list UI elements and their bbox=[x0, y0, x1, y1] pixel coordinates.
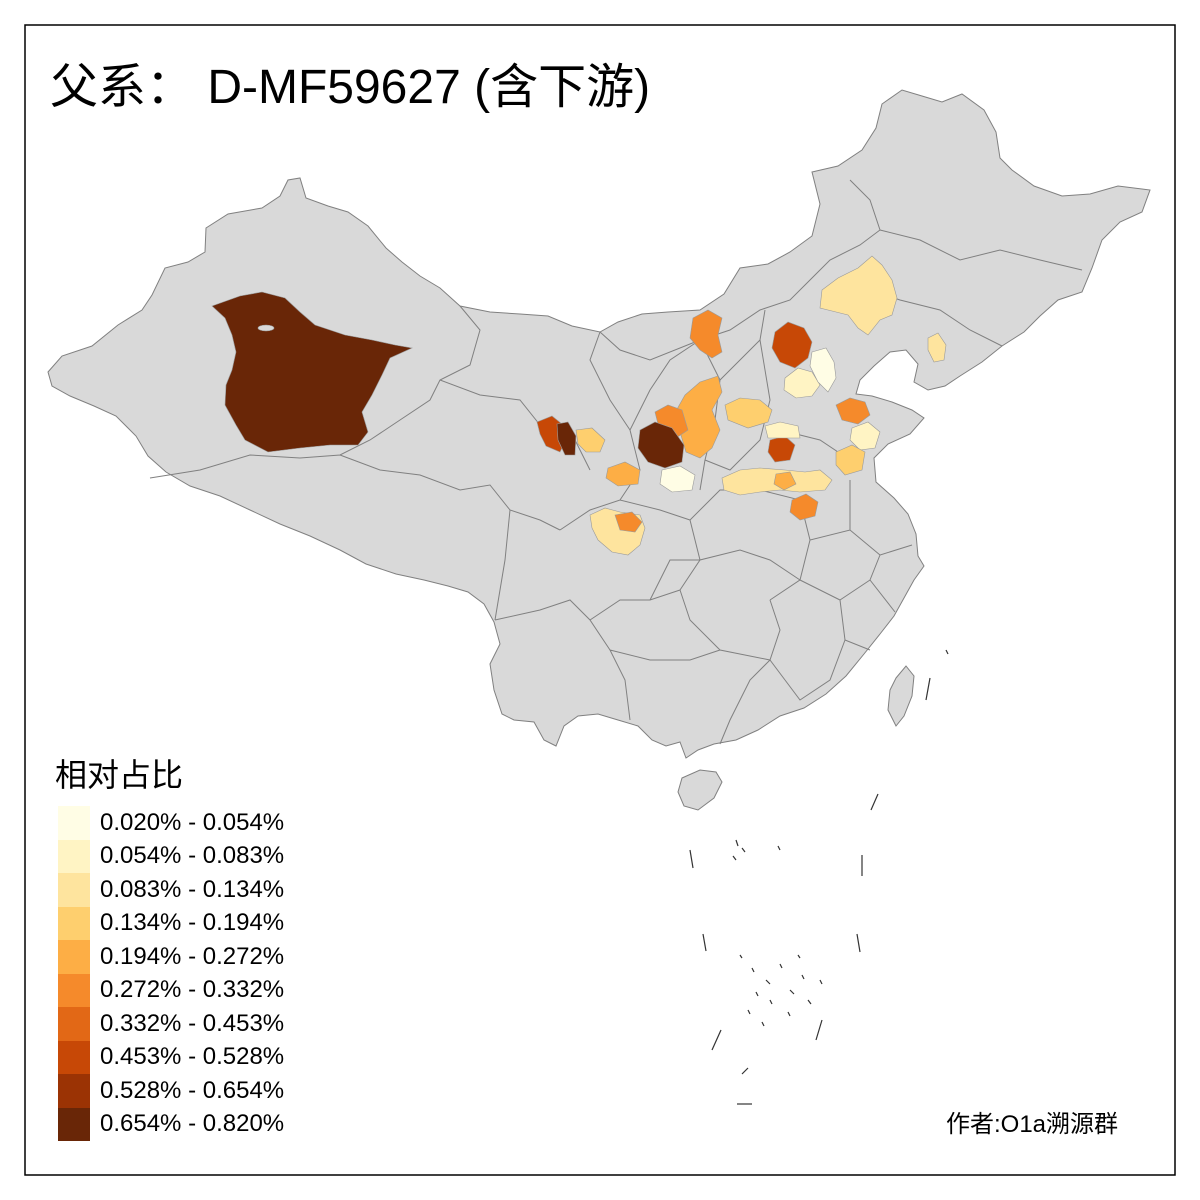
legend-item: 0.453% - 0.528% bbox=[58, 1040, 285, 1074]
map-region bbox=[659, 465, 696, 493]
map-region bbox=[605, 461, 641, 487]
china-mainland bbox=[47, 89, 1151, 759]
legend-item: 0.272% - 0.332% bbox=[58, 973, 285, 1007]
legend-swatch bbox=[58, 1074, 90, 1108]
map-region bbox=[724, 397, 773, 429]
map-region bbox=[556, 421, 577, 456]
map-region bbox=[809, 347, 837, 393]
legend-label: 0.083% - 0.134% bbox=[100, 875, 285, 903]
legend-swatch bbox=[58, 839, 90, 873]
legend-label: 0.134% - 0.194% bbox=[100, 909, 285, 937]
legend-item: 0.083% - 0.134% bbox=[58, 873, 284, 907]
map-region bbox=[773, 471, 797, 491]
legend-item: 0.194% - 0.272% bbox=[58, 940, 284, 974]
map-region bbox=[835, 444, 866, 476]
map-title: 父系： D-MF59627 (含下游) bbox=[50, 61, 651, 114]
legend-label: 0.194% - 0.272% bbox=[100, 942, 285, 970]
legend-swatch bbox=[58, 973, 90, 1007]
legend: 0.020% - 0.054% 0.054% - 0.083% 0.083% -… bbox=[58, 806, 284, 1141]
map-region bbox=[835, 397, 871, 425]
legend-item: 0.528% - 0.654% bbox=[58, 1074, 284, 1108]
map-frame bbox=[24, 24, 1176, 1176]
lake bbox=[257, 324, 275, 332]
legend-item: 0.054% - 0.083% bbox=[58, 839, 285, 873]
map-region bbox=[819, 255, 898, 336]
legend-swatch bbox=[58, 1007, 90, 1041]
map-region bbox=[689, 309, 723, 359]
legend-swatch bbox=[58, 906, 90, 940]
map-region bbox=[789, 493, 819, 521]
map-region bbox=[783, 367, 821, 399]
legend-swatch bbox=[58, 1040, 90, 1074]
legend-label: 0.020% - 0.054% bbox=[100, 808, 285, 836]
map-region bbox=[211, 291, 414, 453]
legend-label: 0.453% - 0.528% bbox=[100, 1043, 285, 1071]
legend-label: 0.054% - 0.083% bbox=[100, 842, 285, 870]
legend-label: 0.272% - 0.332% bbox=[100, 976, 285, 1004]
map-region bbox=[575, 427, 606, 453]
region-layer bbox=[211, 255, 947, 556]
hainan-island bbox=[677, 769, 723, 811]
legend-label: 0.332% - 0.453% bbox=[100, 1009, 285, 1037]
map-region bbox=[771, 321, 813, 369]
map-region bbox=[849, 421, 881, 451]
land-layer bbox=[47, 89, 1151, 811]
legend-label: 0.528% - 0.654% bbox=[100, 1076, 285, 1104]
legend-item: 0.654% - 0.820% bbox=[58, 1107, 285, 1141]
legend-label: 0.654% - 0.820% bbox=[100, 1110, 285, 1138]
legend-swatch bbox=[58, 940, 90, 974]
legend-swatch bbox=[58, 1107, 90, 1141]
legend-title: 相对占比 bbox=[55, 757, 184, 793]
map-region bbox=[927, 332, 947, 363]
legend-item: 0.332% - 0.453% bbox=[58, 1007, 284, 1041]
sea-islands-and-dashes bbox=[689, 649, 949, 1105]
map-region bbox=[637, 421, 685, 469]
map-region bbox=[614, 511, 643, 533]
legend-swatch bbox=[58, 873, 90, 907]
taiwan-island bbox=[887, 665, 915, 727]
legend-swatch bbox=[58, 806, 90, 840]
author-credit: 作者:O1a溯源群 bbox=[946, 1111, 1119, 1138]
map-region bbox=[764, 421, 801, 439]
legend-item: 0.134% - 0.194% bbox=[58, 906, 285, 940]
legend-item: 0.020% - 0.054% bbox=[58, 806, 284, 840]
